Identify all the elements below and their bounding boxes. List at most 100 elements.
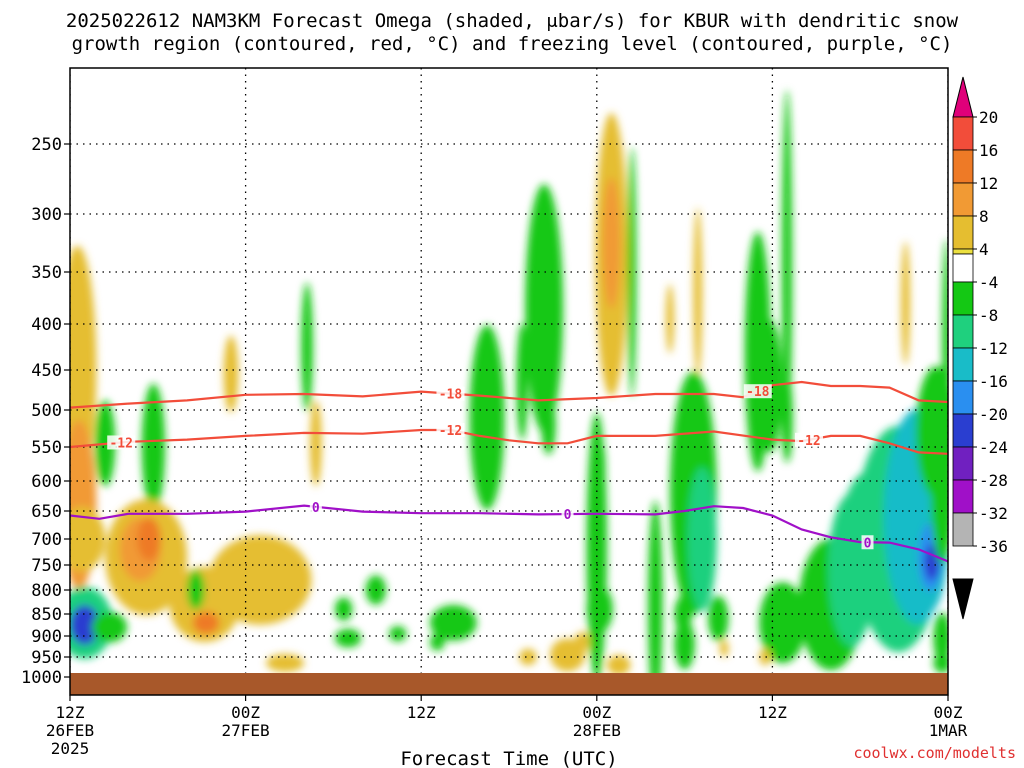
x-tick-label: 12Z bbox=[56, 703, 85, 722]
colorbar-tick-label: 20 bbox=[979, 108, 998, 127]
omega-cell bbox=[708, 595, 729, 642]
colorbar-tick-label: 16 bbox=[979, 141, 998, 160]
x-tick-label: 1MAR bbox=[929, 721, 968, 740]
omega-cell bbox=[301, 282, 313, 412]
omega-cell bbox=[687, 467, 717, 611]
colorbar-tick-label: -4 bbox=[979, 273, 998, 292]
x-tick-label: 00Z bbox=[934, 703, 963, 722]
y-tick-label: 350 bbox=[31, 263, 62, 283]
omega-cell bbox=[91, 611, 128, 643]
y-tick-label: 600 bbox=[31, 472, 62, 492]
omega-cell bbox=[693, 207, 703, 378]
temperature-contours: -18 -18 -12 -12 -12 0 0 0 bbox=[70, 380, 948, 563]
omega-cell bbox=[429, 633, 445, 651]
x-tick-label: 27FEB bbox=[222, 721, 270, 740]
y-tick-label: 700 bbox=[31, 530, 62, 550]
x-tick-label: 28FEB bbox=[573, 721, 621, 740]
colorbar-tick-label: -28 bbox=[979, 471, 1008, 490]
contour-label: -18 bbox=[439, 388, 463, 403]
colorbar-bin bbox=[952, 347, 974, 382]
colorbar-tick-label: -12 bbox=[979, 339, 1008, 358]
omega-cell bbox=[334, 597, 353, 621]
omega-cell bbox=[389, 626, 407, 642]
y-tick-label: 950 bbox=[31, 648, 62, 668]
contour-label-bg bbox=[107, 435, 136, 450]
y-tick-label: 1000 bbox=[21, 668, 62, 688]
plot-frame bbox=[69, 67, 949, 696]
omega-cell bbox=[70, 506, 106, 572]
colorbar-tick-label: -36 bbox=[979, 537, 1008, 556]
omega-cell bbox=[627, 147, 637, 397]
y-tick-label: 750 bbox=[31, 556, 62, 576]
omega-cell bbox=[574, 631, 590, 653]
contour-label-bg bbox=[309, 499, 322, 514]
omega-cell bbox=[759, 648, 771, 666]
contour-label-bg bbox=[861, 535, 874, 550]
colorbar-bin bbox=[952, 253, 974, 283]
contour-line bbox=[70, 428, 948, 455]
omega-cell bbox=[266, 654, 305, 672]
colorbar-tick-label: -20 bbox=[979, 405, 1008, 424]
omega-cell bbox=[187, 570, 205, 610]
colorbar-bin bbox=[952, 479, 974, 514]
colorbar-bin bbox=[952, 380, 974, 415]
colorbar-bin bbox=[952, 149, 974, 184]
omega-cell bbox=[70, 605, 100, 645]
contour-label-bg bbox=[436, 422, 465, 437]
omega-cell bbox=[469, 324, 505, 511]
omega-cell bbox=[334, 628, 362, 648]
contour-label: -12 bbox=[109, 436, 132, 451]
pressure-axis: 2503003504004505005506006507007508008509… bbox=[21, 135, 70, 688]
contour-label-bg bbox=[794, 432, 823, 447]
x-tick-label: 00Z bbox=[231, 703, 260, 722]
contour-label-bg bbox=[436, 386, 465, 401]
omega-cell bbox=[942, 239, 948, 446]
x-tick-label: 12Z bbox=[407, 703, 436, 722]
source-credit: coolwx.com/modelts bbox=[853, 744, 1016, 762]
colorbar-tick-label: -16 bbox=[979, 372, 1008, 391]
colorbar-tick-label: -8 bbox=[979, 306, 998, 325]
omega-cell bbox=[541, 394, 556, 455]
colorbar-arrow-bottom bbox=[952, 578, 974, 620]
omega-cell bbox=[602, 177, 621, 309]
x-tick-label: 12Z bbox=[758, 703, 787, 722]
omega-cell bbox=[674, 619, 695, 670]
x-axis-label: Forecast Time (UTC) bbox=[400, 748, 617, 768]
grid-lines bbox=[70, 68, 948, 695]
chart-title-line-1: 2025022612 NAM3KM Forecast Omega (shaded… bbox=[65, 10, 959, 32]
y-tick-label: 450 bbox=[31, 361, 62, 381]
x-tick-label: 26FEB bbox=[46, 721, 94, 740]
omega-cell bbox=[901, 241, 910, 365]
chart-title-line-2: growth region (contoured, red, °C) and f… bbox=[71, 33, 953, 55]
colorbar-bin bbox=[952, 248, 974, 255]
omega-cell bbox=[933, 612, 948, 664]
omega-cell bbox=[223, 335, 239, 413]
contour-label: -12 bbox=[439, 424, 462, 439]
omega-cell bbox=[781, 89, 793, 455]
omega-cell bbox=[759, 582, 807, 664]
x-tick-label: 00Z bbox=[582, 703, 611, 722]
ground-surface bbox=[70, 673, 948, 695]
y-tick-label: 250 bbox=[31, 135, 62, 155]
omega-cell bbox=[309, 400, 322, 487]
colorbar-tick-label: 4 bbox=[979, 240, 989, 259]
omega-cell bbox=[596, 441, 606, 501]
omega-cell bbox=[519, 648, 537, 666]
contour-label: -12 bbox=[797, 434, 820, 449]
y-tick-label: 300 bbox=[31, 205, 62, 225]
y-tick-label: 500 bbox=[31, 401, 62, 421]
contour-label-bg bbox=[743, 384, 772, 399]
colorbar-bin bbox=[952, 314, 974, 349]
colorbar-bin bbox=[952, 446, 974, 481]
y-tick-label: 400 bbox=[31, 315, 62, 335]
omega-cell bbox=[930, 410, 948, 564]
colorbar-bin bbox=[952, 413, 974, 448]
omega-cell bbox=[781, 372, 793, 463]
colorbar-bin bbox=[952, 116, 974, 151]
contour-label-bg bbox=[561, 507, 574, 522]
contour-line bbox=[70, 504, 948, 563]
omega-cell bbox=[192, 611, 220, 634]
colorbar-tick-label: 12 bbox=[979, 174, 998, 193]
colorbar-bin bbox=[952, 182, 974, 217]
